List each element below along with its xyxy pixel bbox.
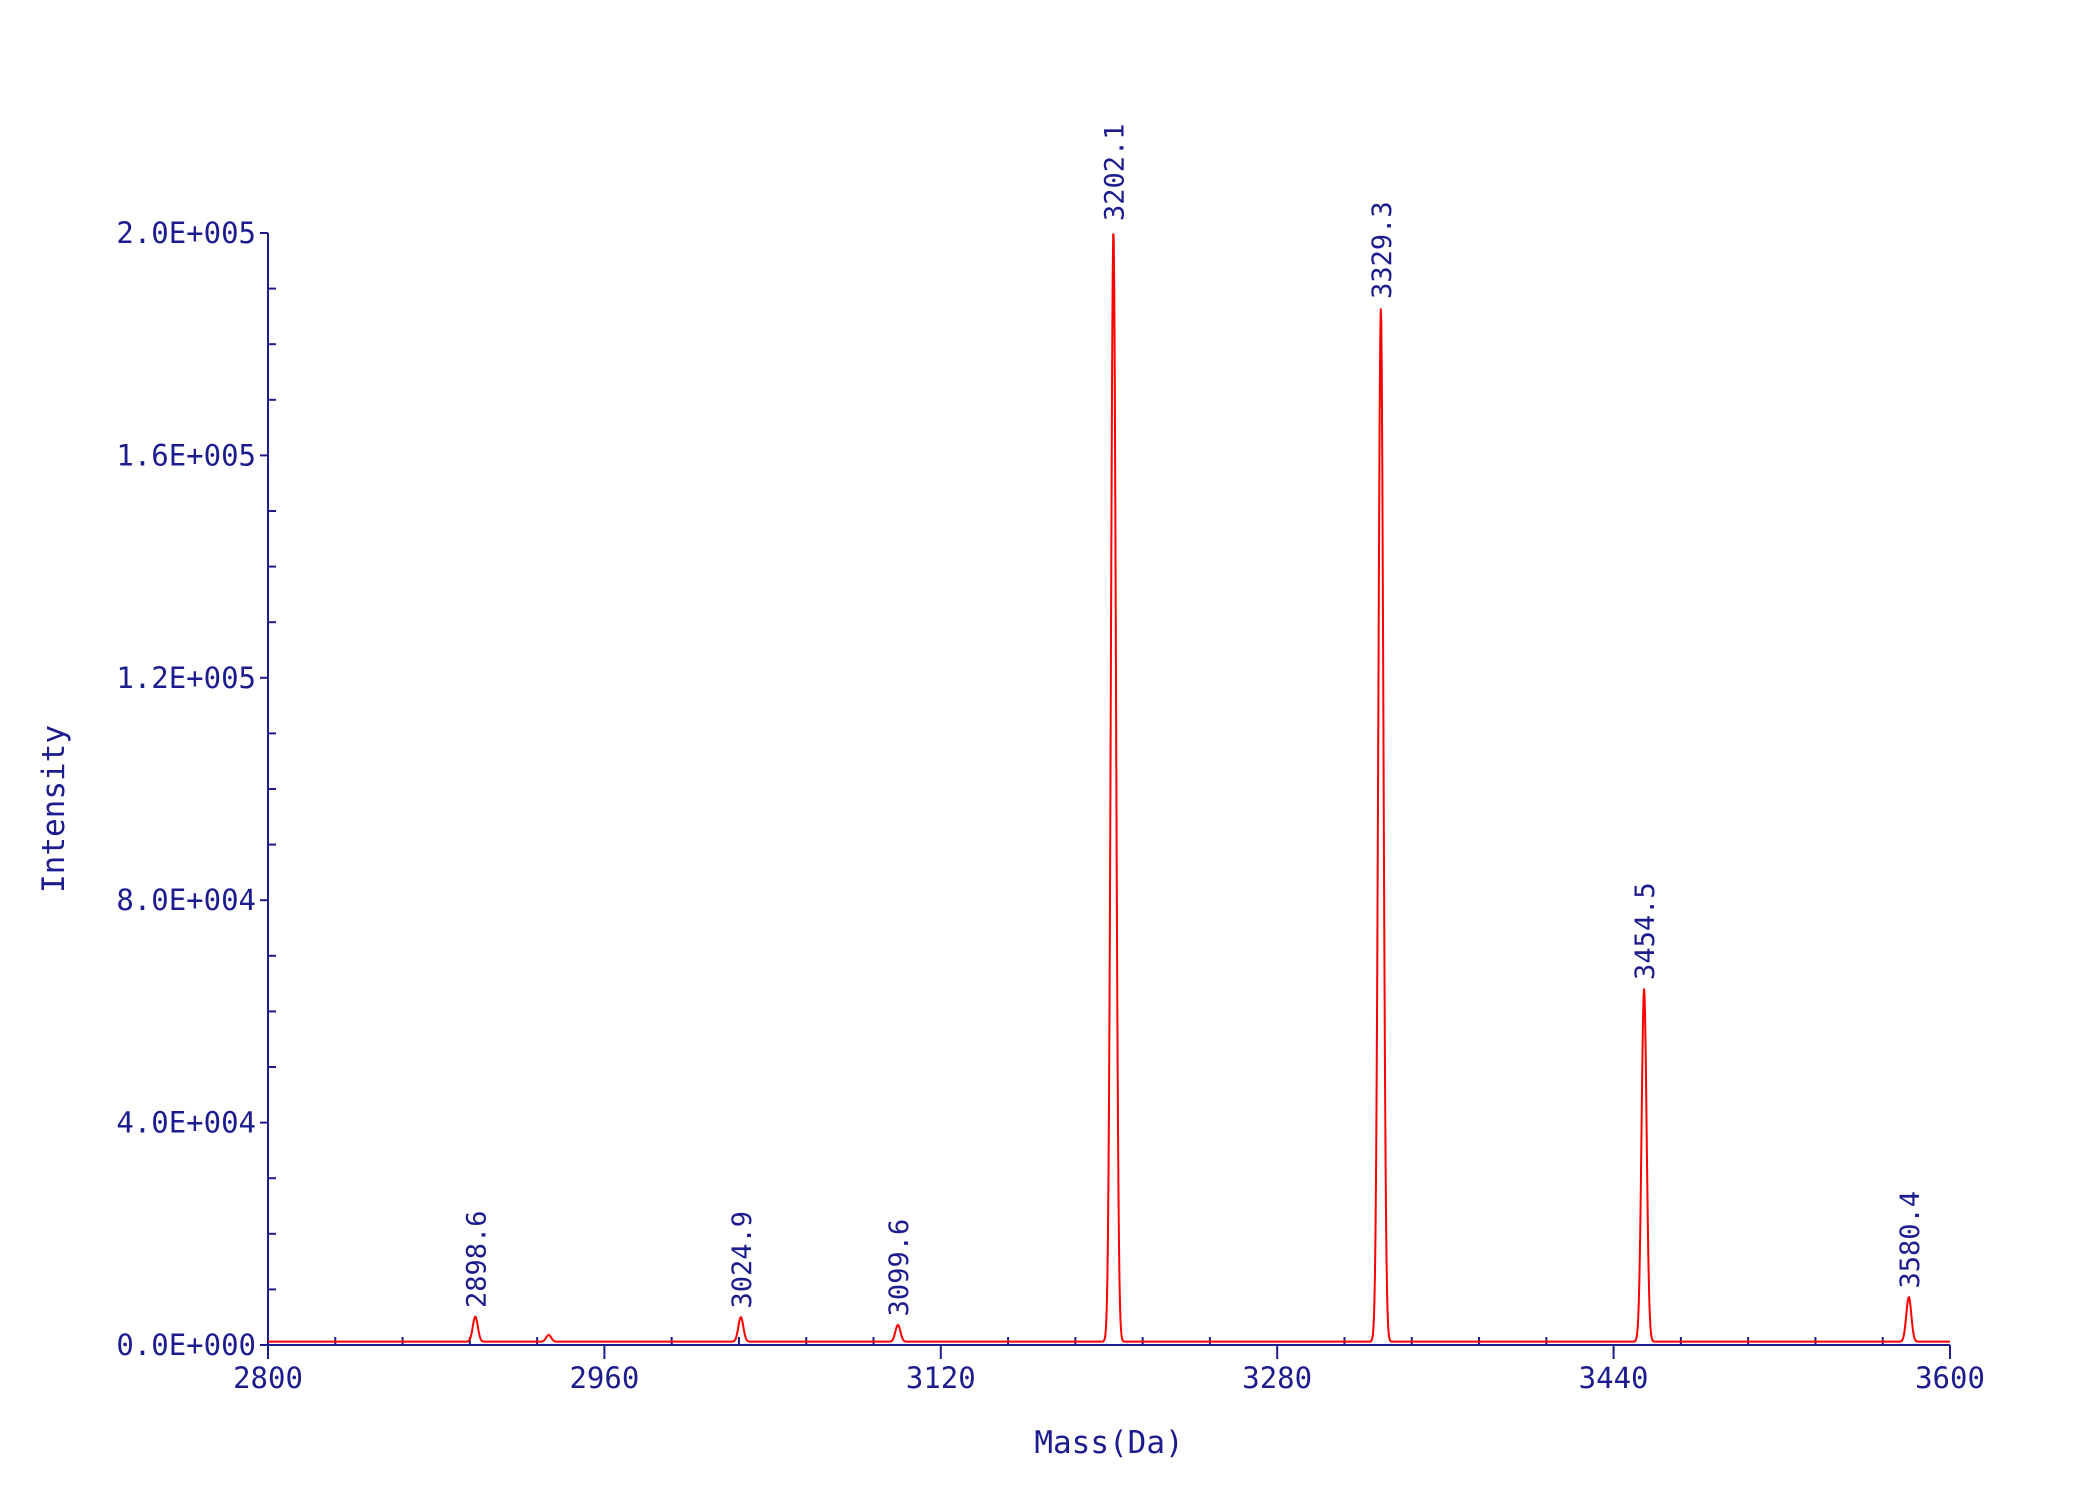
peak-label: 3329.3: [1367, 201, 1398, 299]
x-tick-label: 3120: [906, 1361, 976, 1395]
peak-label: 3580.4: [1895, 1191, 1926, 1289]
x-tick-label: 2960: [569, 1361, 639, 1395]
x-axis-title: Mass(Da): [1034, 1425, 1183, 1461]
peak-label: 3454.5: [1630, 882, 1661, 980]
y-tick-label: 2.0E+005: [116, 216, 256, 250]
x-ticks: 2800 2960 3120 3280 3440 3600: [233, 1337, 1985, 1395]
peak-label: 3024.9: [727, 1211, 758, 1309]
y-axis: 0.0E+000 4.0E+004 8.0E+004 1.2E+005 1.6E+005…: [116, 216, 276, 1362]
y-ticks: 0.0E+000 4.0E+004 8.0E+004 1.2E+005 1.6E+005…: [116, 216, 276, 1362]
y-tick-label: 4.0E+004: [116, 1106, 256, 1140]
y-axis-title: Intensity: [36, 725, 72, 893]
x-tick-label: 2800: [233, 1361, 303, 1395]
x-axis: 2800 2960 3120 3280 3440 3600: [233, 1337, 1985, 1395]
peak-label: 2898.6: [461, 1210, 492, 1308]
y-tick-label: 1.6E+005: [116, 438, 256, 472]
peak-label: 3202.1: [1099, 123, 1130, 221]
y-tick-label: 1.2E+005: [116, 661, 256, 695]
peak-labels: 2898.6 3024.9 3099.6 3202.1 3329.3 3454.5 3580…: [461, 123, 1925, 1316]
x-tick-label: 3600: [1915, 1361, 1985, 1395]
spectrum-trace-group: [268, 232, 1950, 1343]
y-tick-label: 8.0E+004: [116, 883, 256, 917]
peak-label: 3099.6: [884, 1219, 915, 1317]
y-tick-label: 0.0E+000: [116, 1328, 256, 1362]
x-tick-label: 3280: [1242, 1361, 1312, 1395]
spectrum-trace: [268, 233, 1950, 1343]
x-tick-label: 3440: [1579, 1361, 1649, 1395]
